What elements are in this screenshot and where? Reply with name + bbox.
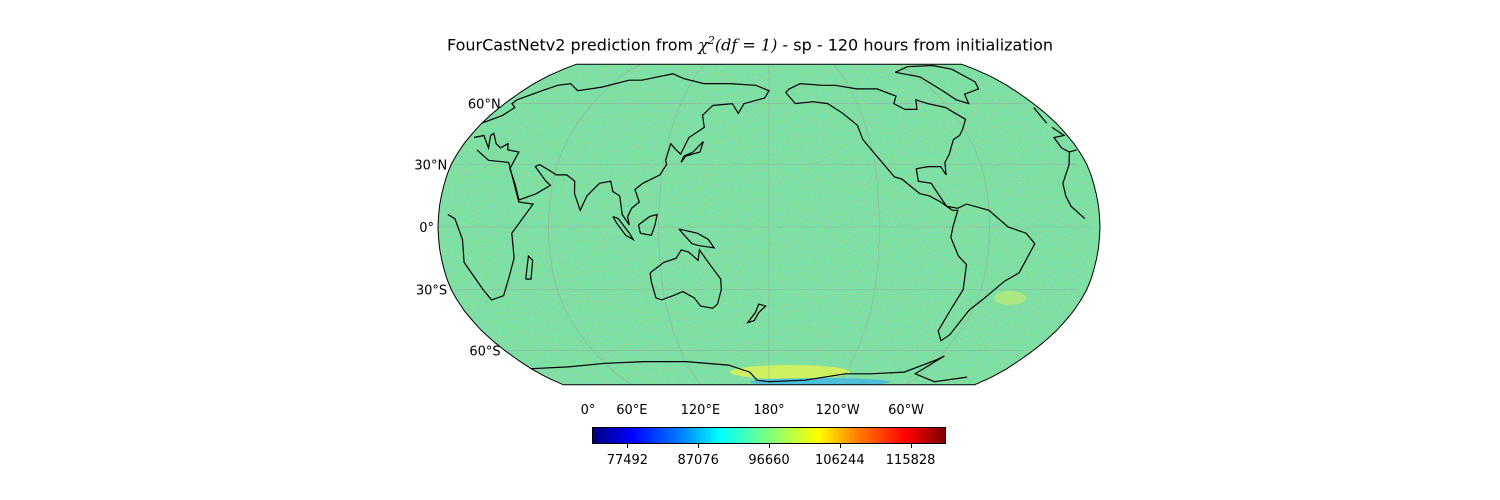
lat-label: 60°S xyxy=(469,344,500,359)
colorbar-tick-mark xyxy=(627,444,629,448)
lon-label: 120°W xyxy=(816,403,860,418)
colorbar-tick-mark xyxy=(769,444,770,448)
globe-outline xyxy=(437,63,1101,386)
lon-label: 60°W xyxy=(888,403,924,418)
field-layer xyxy=(438,64,1100,385)
antarctic-low-band xyxy=(750,378,890,385)
colorbar-tick-mark xyxy=(698,444,700,448)
coastlines xyxy=(447,64,1086,383)
colorbar-tick-mark xyxy=(839,444,841,448)
colorbar-tick-label: 96660 xyxy=(748,453,790,468)
coastline xyxy=(612,216,635,242)
lat-label: 30°N xyxy=(414,159,447,174)
lon-label: 120°E xyxy=(681,403,721,418)
chi-args: (df = 1) xyxy=(714,35,778,55)
coastline xyxy=(637,213,658,236)
coastline xyxy=(680,141,704,163)
chi-symbol: χ xyxy=(698,35,708,55)
meridian-line xyxy=(832,64,880,385)
colorbar-tick-label: 87076 xyxy=(677,453,719,468)
colorbar xyxy=(592,427,946,444)
axis-labels: 60°N 30°N 0° 30°S 60°S 0° 60°E 120°E 180° 120°W 60… xyxy=(414,98,924,418)
coastline xyxy=(678,228,716,249)
antarctic-high-band xyxy=(730,365,850,379)
coastline xyxy=(895,64,980,105)
coastline xyxy=(746,303,767,324)
coastline xyxy=(1033,107,1048,124)
colorbar-tick-label: 106244 xyxy=(814,453,865,468)
meridian-line xyxy=(547,64,641,385)
colorbar-tick-label: 77492 xyxy=(606,453,649,468)
coastline xyxy=(785,82,1036,342)
coastline xyxy=(473,73,1077,226)
chart-title: FourCastNetv2 prediction from χ2(df = 1)… xyxy=(446,34,1054,55)
coastline xyxy=(649,248,722,309)
coastline xyxy=(531,355,968,383)
lat-label: 0° xyxy=(419,221,434,236)
lat-label: 60°N xyxy=(468,98,501,113)
colorbar-tick-mark xyxy=(910,444,912,448)
chi-exponent: 2 xyxy=(707,34,715,47)
colorbar-tick-label: 115828 xyxy=(885,453,936,468)
lon-label: 60°E xyxy=(616,403,647,418)
coastline xyxy=(525,254,534,280)
lat-label: 30°S xyxy=(416,284,447,299)
lon-label: 180° xyxy=(753,403,784,418)
meridian-line xyxy=(658,64,706,385)
lon-label: 0° xyxy=(581,403,596,418)
